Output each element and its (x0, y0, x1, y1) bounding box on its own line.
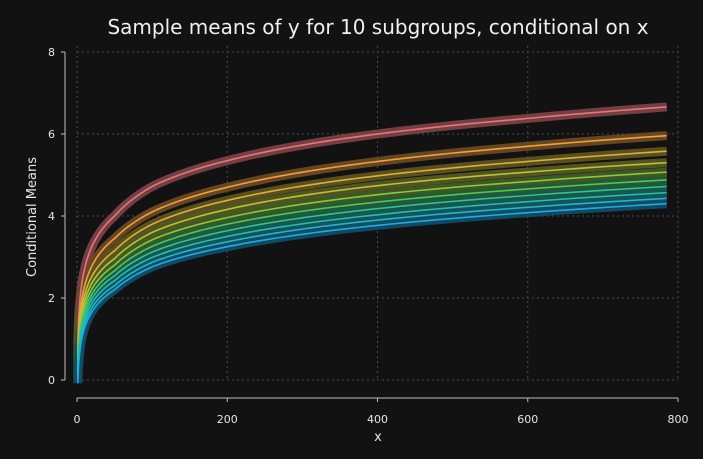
x-tick-label: 800 (668, 413, 689, 426)
series-line-10 (76, 202, 667, 384)
y-tick-label: 6 (48, 128, 55, 141)
x-tick-label: 200 (217, 413, 238, 426)
x-tick-label: 0 (74, 413, 81, 426)
chart-title: Sample means of y for 10 subgroups, cond… (107, 15, 648, 39)
y-axis-label: Conditional Means (25, 157, 40, 277)
y-tick-label: 0 (48, 374, 55, 387)
x-axis-label: x (374, 430, 382, 445)
x-tick-label: 600 (517, 413, 538, 426)
axes: 0 200 400 600 800 0 2 4 6 8 (48, 46, 689, 426)
y-tick-label: 2 (48, 292, 55, 305)
y-tick-label: 8 (48, 46, 55, 59)
series-line-1 (76, 106, 667, 346)
confidence-bands (73, 102, 668, 387)
series-lines (76, 106, 667, 384)
x-tick-label: 400 (367, 413, 388, 426)
y-tick-label: 4 (48, 210, 55, 223)
